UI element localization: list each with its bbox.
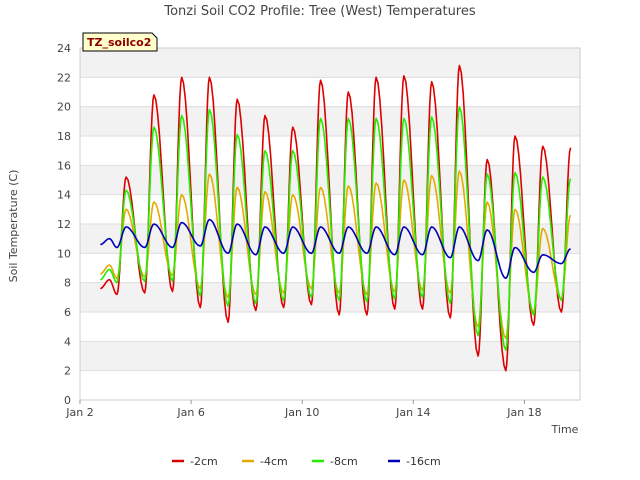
legend-label: -16cm [406,455,441,468]
x-axis-label: Time [551,423,579,436]
y-tick-label: 18 [57,130,71,143]
y-tick-label: 22 [57,71,71,84]
x-tick-label: Jan 18 [506,406,541,419]
chart-title: Tonzi Soil CO2 Profile: Tree (West) Temp… [163,4,476,19]
y-tick-label: 4 [64,335,71,348]
x-tick-label: Jan 2 [65,406,93,419]
grid-band [80,282,580,312]
y-axis-label: Soil Temperature (C) [7,170,20,283]
y-tick-label: 8 [64,277,71,290]
station-badge: TZ_soilco2 [82,32,158,52]
x-tick-label: Jan 6 [176,406,204,419]
legend-label: -8cm [330,455,358,468]
grid-band [80,48,580,78]
y-tick-label: 6 [64,306,71,319]
y-tick-label: 14 [57,189,71,202]
legend-label: -2cm [190,455,218,468]
y-tick-label: 12 [57,218,71,231]
grid-band [80,106,580,136]
series-line-8cm [100,105,572,351]
x-axis-ticks: Jan 2 Jan 6 Jan 10 Jan 14 Jan 18 [65,400,542,419]
y-tick-label: 10 [57,247,71,260]
series-line-16cm [100,218,571,280]
badge-text: TZ_soilco2 [87,36,151,49]
badge-box [82,32,158,52]
series-lines [100,64,572,372]
y-tick-label: 16 [57,159,71,172]
grid-band [80,341,580,371]
y-tick-label: 0 [64,394,71,407]
y-tick-label: 20 [57,101,71,114]
x-tick-label: Jan 14 [395,406,430,419]
x-tick-label: Jan 10 [284,406,319,419]
legend-label: -4cm [260,455,288,468]
plot-frame [79,47,581,401]
y-tick-label: 2 [64,365,71,378]
legend: -2cm -4cm -8cm -16cm [172,455,441,468]
y-tick-label: 24 [57,42,71,55]
